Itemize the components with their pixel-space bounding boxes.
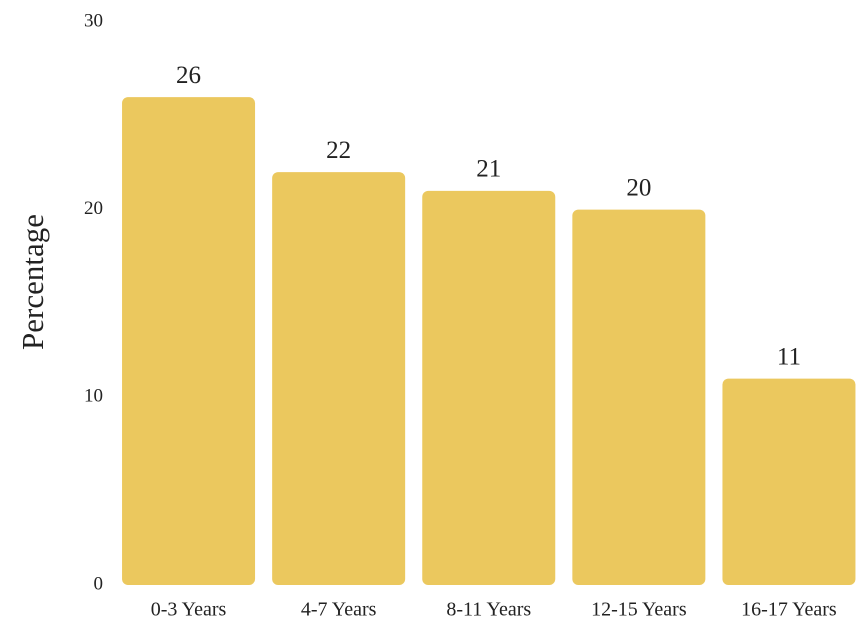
bar <box>272 172 406 585</box>
x-tick-label: 8-11 Years <box>446 599 531 621</box>
y-axis-label: Percentage <box>15 214 50 350</box>
value-label: 22 <box>326 137 351 164</box>
x-tick-label: 12-15 Years <box>591 599 687 621</box>
x-tick-label: 0-3 Years <box>151 599 227 621</box>
y-tick-label: 0 <box>94 573 104 594</box>
value-label: 20 <box>626 174 651 201</box>
bar <box>572 209 706 585</box>
y-tick-label: 30 <box>84 10 103 31</box>
bar <box>122 97 256 586</box>
x-tick-label: 16-17 Years <box>741 599 837 621</box>
y-tick-label: 20 <box>84 198 103 219</box>
value-label: 26 <box>176 62 201 89</box>
y-tick-label: 10 <box>84 386 103 407</box>
value-label: 21 <box>476 156 501 183</box>
value-label: 11 <box>777 343 801 370</box>
x-tick-label: 4-7 Years <box>301 599 377 621</box>
bar <box>422 190 556 585</box>
bar <box>722 378 856 585</box>
